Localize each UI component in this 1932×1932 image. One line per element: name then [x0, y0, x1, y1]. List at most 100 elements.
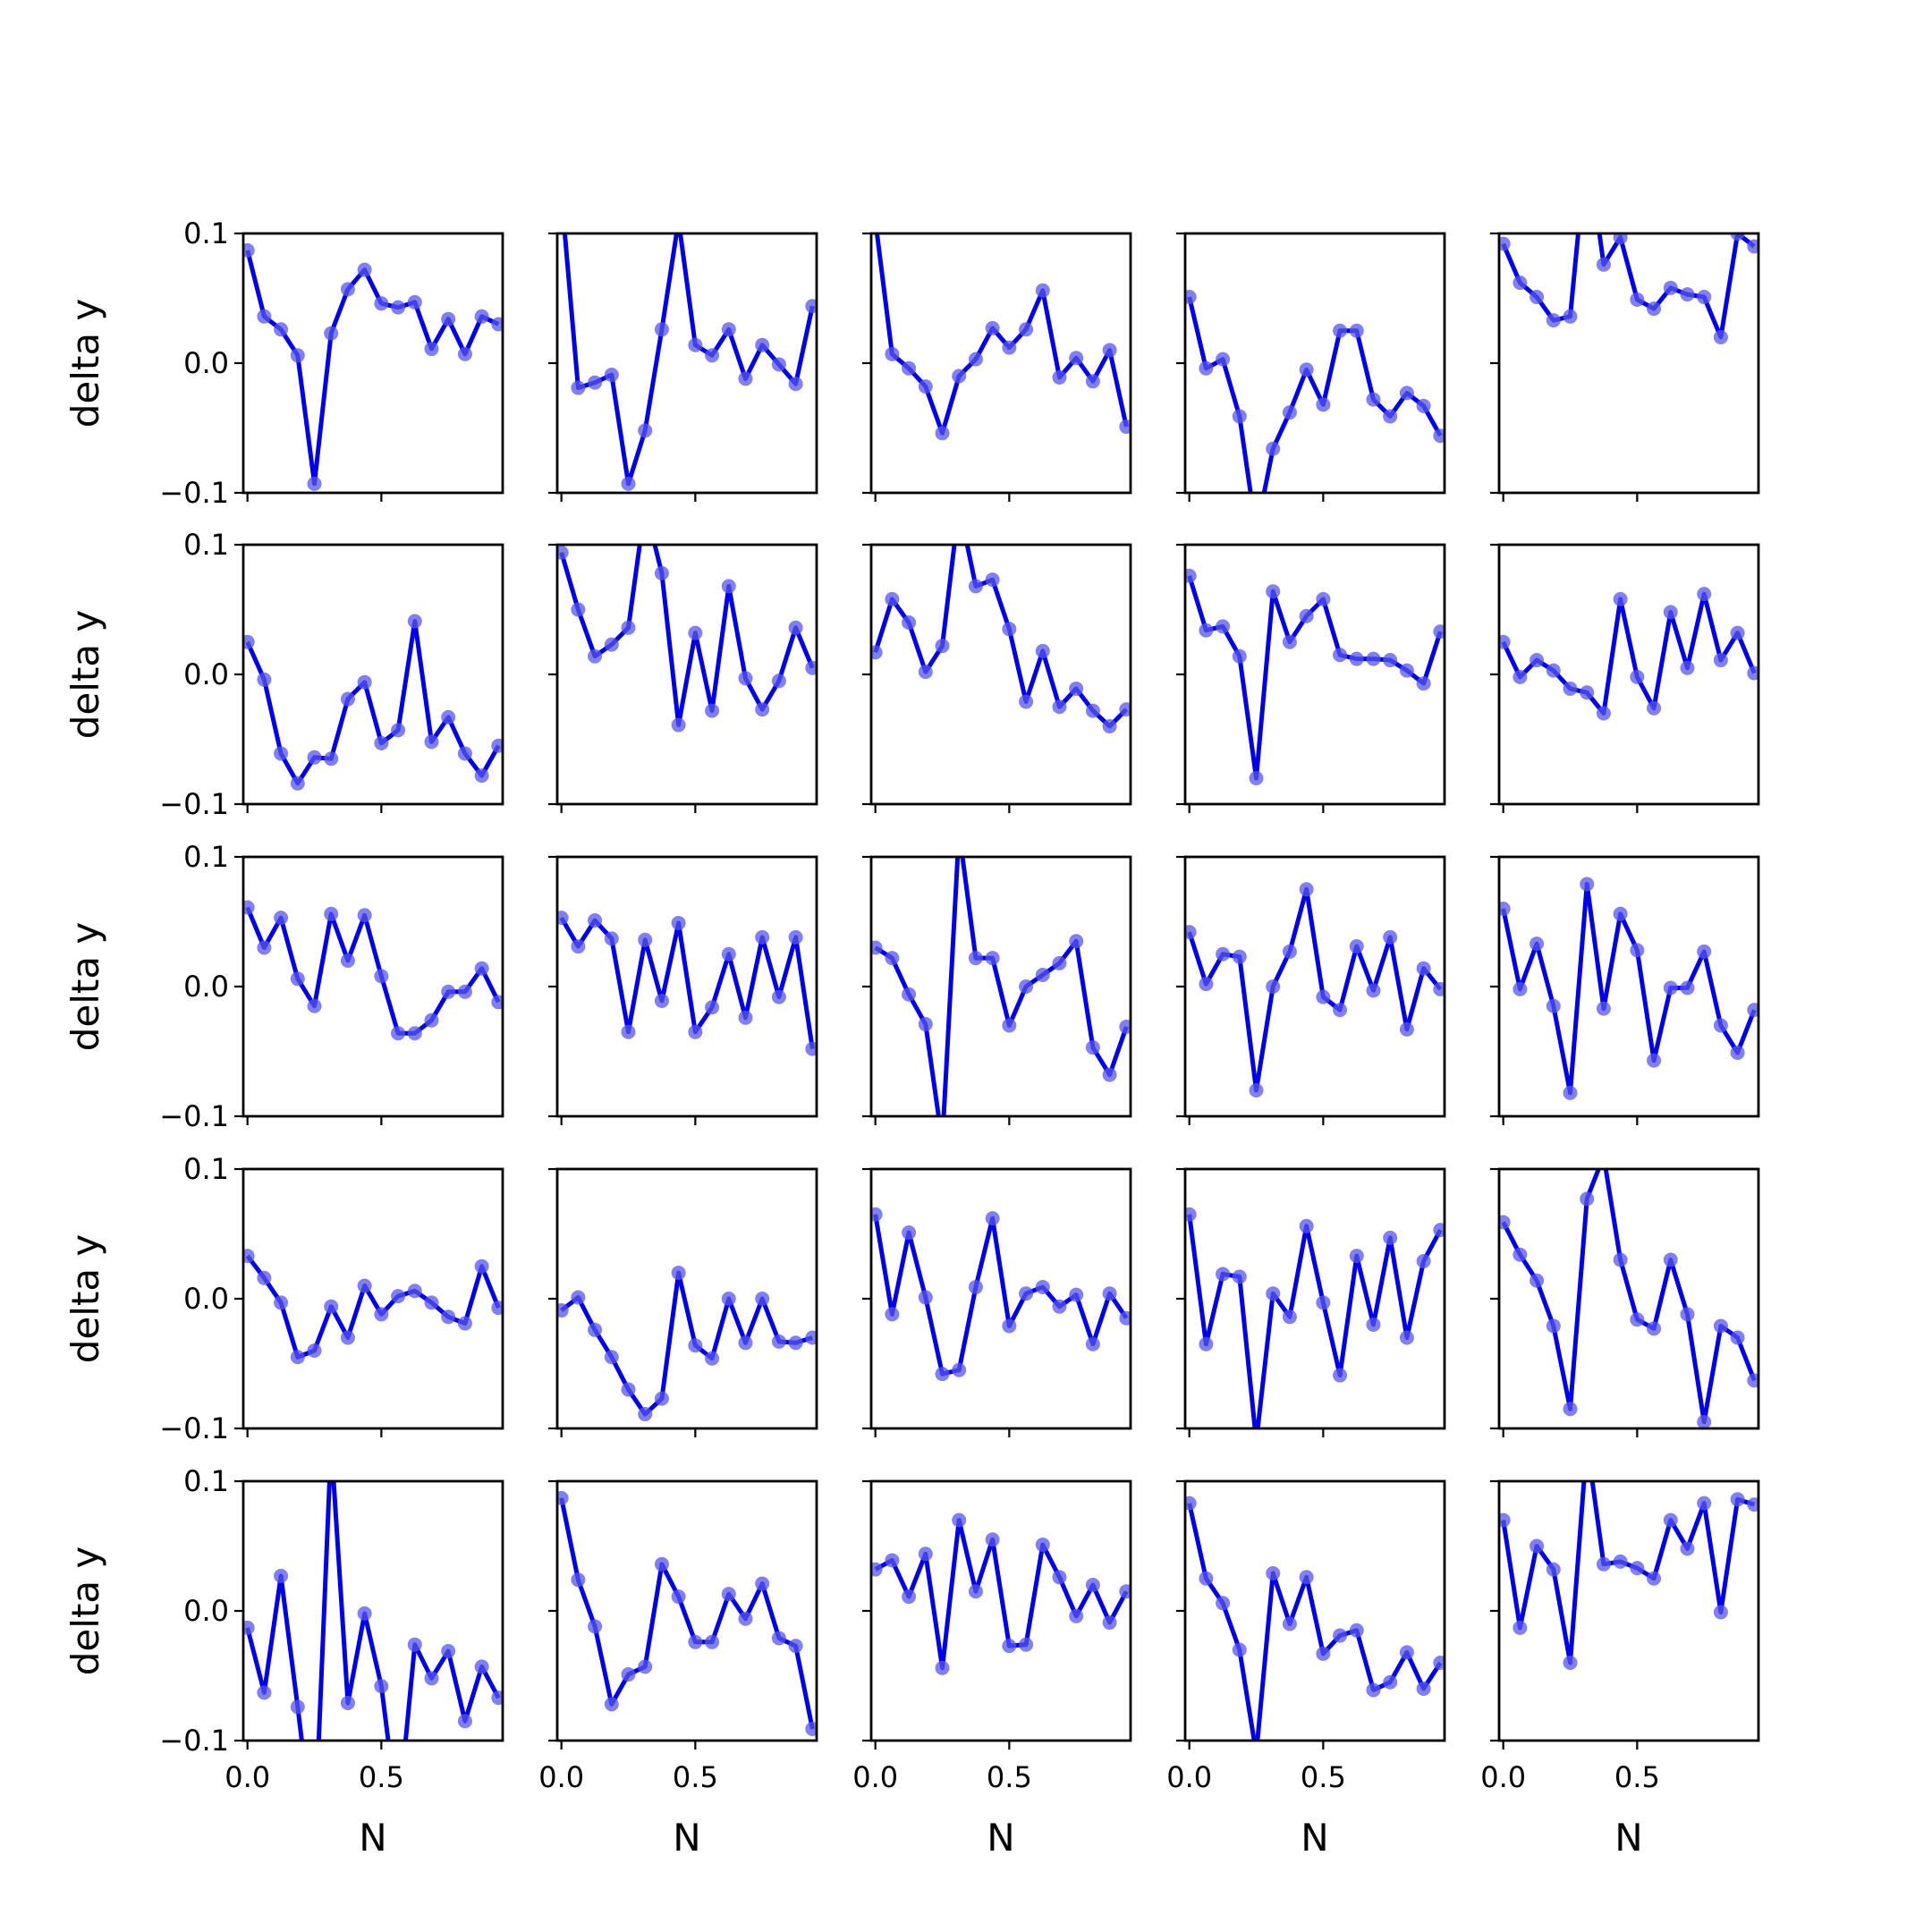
data-point	[1697, 1414, 1712, 1428]
data-point	[1316, 591, 1331, 606]
plot-area	[562, 233, 817, 491]
data-point	[1333, 1628, 1348, 1643]
data-point	[1513, 669, 1528, 684]
series-line	[245, 1481, 501, 1741]
data-point	[307, 1343, 322, 1358]
y-tick-label: 0.1	[183, 1152, 229, 1186]
y-axis-label: delta y	[64, 610, 107, 740]
data-point	[1085, 1040, 1100, 1055]
data-point	[391, 1811, 405, 1826]
data-point	[391, 1026, 406, 1041]
data-point	[1563, 1656, 1578, 1670]
data-point	[1680, 287, 1695, 302]
data-point	[1697, 290, 1712, 305]
data-point	[1580, 877, 1595, 892]
subplot-r1-c2	[548, 232, 818, 502]
data-point	[374, 969, 389, 984]
data-point	[1069, 1608, 1084, 1623]
data-point	[1185, 925, 1197, 940]
data-point	[1102, 1286, 1117, 1301]
data-point	[1052, 699, 1067, 715]
data-point	[805, 1041, 817, 1056]
data-point	[671, 717, 686, 733]
data-point	[1366, 651, 1381, 666]
data-point	[1546, 998, 1561, 1013]
data-point	[935, 639, 950, 654]
plot-area	[1499, 877, 1758, 1100]
data-point	[1250, 525, 1264, 539]
data-point	[257, 940, 272, 955]
data-point	[1216, 946, 1231, 962]
data-point	[1266, 441, 1281, 456]
data-point	[307, 998, 322, 1013]
data-point	[1199, 623, 1214, 638]
data-point	[705, 1000, 720, 1015]
data-point	[1499, 1215, 1511, 1230]
data-point	[788, 929, 803, 945]
data-point	[1416, 1253, 1431, 1268]
data-point	[1530, 1538, 1545, 1554]
data-point	[457, 1714, 472, 1729]
data-point	[1647, 301, 1662, 317]
data-point	[1282, 1309, 1297, 1325]
x-axis-label: N	[1301, 1816, 1328, 1860]
data-point	[902, 1225, 917, 1241]
data-point	[952, 1362, 967, 1377]
data-point	[274, 911, 289, 926]
plot-area	[1499, 1169, 1758, 1428]
data-point	[885, 951, 900, 966]
data-point	[1366, 983, 1381, 998]
data-point	[1563, 309, 1578, 324]
data-point	[491, 317, 503, 332]
data-point	[243, 1249, 255, 1264]
data-point	[721, 579, 736, 594]
series-line	[562, 233, 815, 487]
data-point	[1119, 419, 1131, 435]
data-point	[474, 1659, 489, 1674]
data-point	[257, 1270, 272, 1285]
data-point	[491, 738, 503, 753]
subplot-r5-c3: 0.0 0.5 N	[852, 1479, 1132, 1860]
data-point	[1730, 1492, 1745, 1507]
data-point	[604, 368, 619, 383]
data-point	[357, 262, 372, 277]
series-line	[245, 906, 501, 1036]
data-point	[869, 214, 883, 228]
plot-area	[243, 242, 503, 491]
data-point	[952, 369, 967, 384]
data-point	[257, 309, 272, 324]
data-point	[1085, 1578, 1100, 1592]
x-tick-label: 0.5	[673, 1760, 718, 1794]
data-point	[952, 1513, 967, 1528]
data-point	[1647, 700, 1662, 716]
data-point	[374, 735, 389, 750]
data-point	[588, 1322, 603, 1337]
data-point	[307, 750, 322, 765]
data-point	[1102, 1067, 1117, 1082]
data-point	[1299, 1218, 1314, 1233]
data-point	[1299, 362, 1314, 377]
data-point	[357, 674, 372, 690]
plot-area	[1499, 1481, 1758, 1670]
data-point	[755, 929, 770, 945]
data-point	[571, 380, 586, 395]
data-point	[952, 824, 966, 838]
data-point	[1580, 136, 1594, 150]
data-point	[491, 1690, 503, 1706]
data-point	[1299, 608, 1314, 623]
y-tick-label: 0.0	[183, 657, 229, 691]
data-point	[1747, 1003, 1758, 1018]
data-point	[721, 946, 736, 962]
data-point	[1530, 653, 1545, 668]
data-point	[1613, 591, 1628, 606]
data-point	[1349, 323, 1364, 338]
data-point	[1102, 719, 1117, 733]
data-point	[985, 951, 1000, 966]
x-tick-label: 0.5	[987, 1760, 1032, 1794]
data-point	[243, 242, 255, 258]
data-point	[1546, 1318, 1561, 1334]
y-tick-label: 0.0	[183, 1594, 229, 1628]
data-point	[1530, 936, 1545, 952]
